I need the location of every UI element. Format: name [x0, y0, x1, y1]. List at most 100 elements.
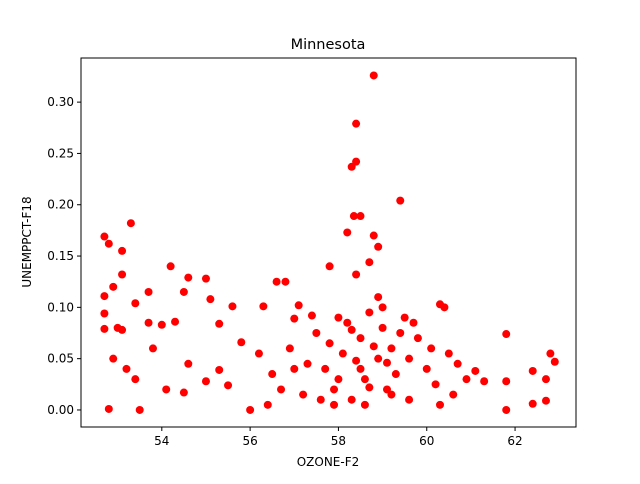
point	[387, 344, 396, 353]
point	[347, 162, 356, 171]
point	[285, 344, 294, 353]
point	[502, 377, 511, 386]
point	[383, 358, 392, 367]
point	[343, 318, 352, 327]
y-tick-label: 0.15	[47, 249, 74, 263]
point	[365, 383, 374, 392]
point	[360, 375, 369, 384]
point	[387, 390, 396, 399]
point	[157, 320, 166, 329]
point	[325, 262, 334, 271]
point	[104, 404, 113, 413]
point	[405, 395, 414, 404]
point	[118, 325, 127, 334]
point	[321, 364, 330, 373]
point	[122, 364, 131, 373]
y-tick-label: 0.05	[47, 352, 74, 366]
point	[290, 364, 299, 373]
point	[228, 302, 237, 311]
point	[440, 303, 449, 312]
point	[378, 303, 387, 312]
point	[126, 219, 135, 228]
point	[449, 390, 458, 399]
y-axis-label: UNEMPPCT-F18	[20, 196, 34, 287]
point	[330, 385, 339, 394]
point	[365, 258, 374, 267]
point	[268, 370, 277, 379]
point	[356, 364, 365, 373]
point	[349, 212, 358, 221]
point	[179, 287, 188, 296]
point	[330, 400, 339, 409]
y-tick-label: 0.00	[47, 403, 74, 417]
point	[144, 287, 153, 296]
point	[550, 357, 559, 366]
point	[299, 390, 308, 399]
point	[303, 359, 312, 368]
point	[347, 325, 356, 334]
chart-title: Minnesota	[291, 37, 366, 53]
point	[144, 318, 153, 327]
point	[396, 196, 405, 205]
point	[409, 318, 418, 327]
point	[224, 381, 233, 390]
point	[356, 334, 365, 343]
point	[263, 400, 272, 409]
point	[422, 364, 431, 373]
point	[400, 313, 409, 322]
point	[546, 349, 555, 358]
point	[166, 262, 175, 271]
point	[104, 239, 113, 248]
point	[369, 231, 378, 240]
point	[325, 339, 334, 348]
point	[343, 228, 352, 237]
point	[100, 324, 109, 333]
point	[237, 338, 246, 347]
x-tick-label: 62	[507, 434, 522, 448]
point	[294, 301, 303, 310]
point	[471, 366, 480, 375]
point	[179, 388, 188, 397]
point	[109, 282, 118, 291]
point	[272, 277, 281, 286]
point	[453, 359, 462, 368]
point	[347, 395, 356, 404]
point	[431, 380, 440, 389]
point	[100, 292, 109, 301]
point	[502, 330, 511, 339]
point	[277, 385, 286, 394]
point	[100, 309, 109, 318]
point	[307, 311, 316, 320]
point	[135, 405, 144, 414]
point	[215, 319, 224, 328]
point	[334, 313, 343, 322]
point	[374, 242, 383, 251]
x-tick-label: 54	[154, 434, 169, 448]
point	[334, 375, 343, 384]
point	[405, 354, 414, 363]
point	[427, 344, 436, 353]
point	[480, 377, 489, 386]
point	[206, 295, 215, 304]
point	[201, 377, 210, 386]
point	[184, 273, 193, 282]
point	[109, 354, 118, 363]
point	[254, 349, 263, 358]
point	[171, 317, 180, 326]
point	[541, 396, 550, 405]
point	[201, 274, 210, 283]
point	[118, 246, 127, 255]
x-tick-label: 56	[242, 434, 257, 448]
point	[462, 375, 471, 384]
point	[413, 334, 422, 343]
point	[312, 329, 321, 338]
point	[131, 299, 140, 308]
plot-frame	[80, 57, 577, 428]
point	[352, 119, 361, 128]
point	[281, 277, 290, 286]
point	[396, 329, 405, 338]
point	[360, 400, 369, 409]
point	[184, 359, 193, 368]
